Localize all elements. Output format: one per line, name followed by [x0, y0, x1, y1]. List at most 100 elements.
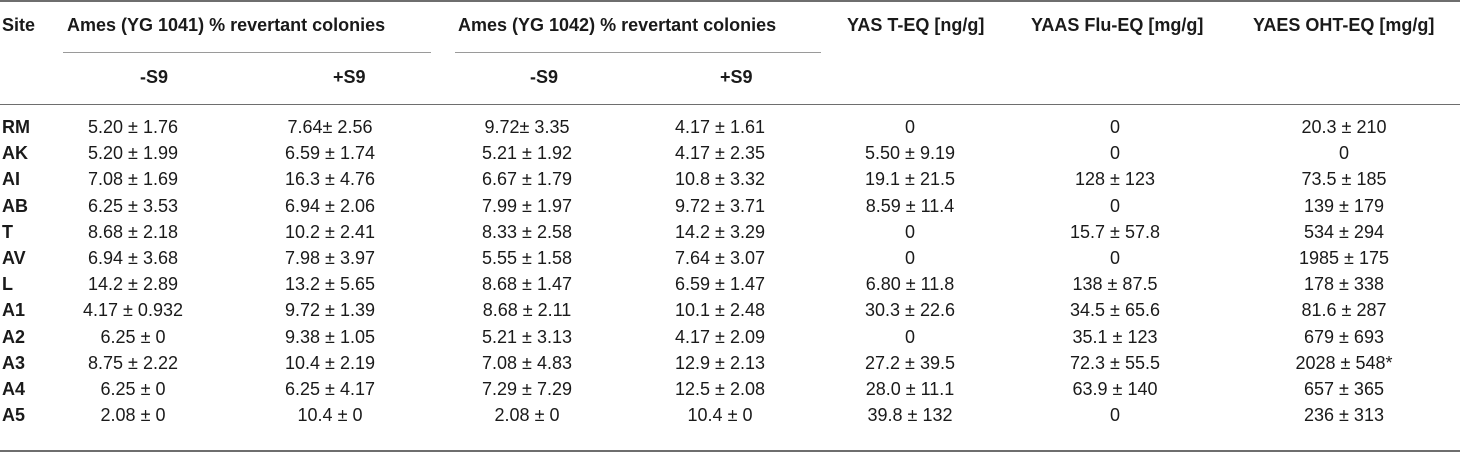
- cell-yas: 30.3 ± 22.6: [865, 300, 955, 320]
- cell-a1042-m: 7.08 ± 4.83: [482, 353, 572, 373]
- row-site-label: A1: [2, 300, 26, 320]
- cell-yas: 39.8 ± 132: [867, 405, 953, 425]
- cell-yaas: 0: [1109, 405, 1121, 425]
- row-site-label: RM: [2, 117, 30, 137]
- cell-yaas: 0: [1109, 248, 1121, 268]
- row-site-label: A2: [2, 327, 26, 347]
- row-site-label: A4: [2, 379, 26, 399]
- cell-a1042-p: 10.4 ± 0: [687, 405, 753, 425]
- cell-yaes: 657 ± 365: [1304, 379, 1384, 399]
- cell-yaas: 0: [1109, 117, 1121, 137]
- cell-yas: 6.80 ± 11.8: [865, 274, 955, 294]
- bottom-rule: [0, 450, 1460, 452]
- header-yas: YAS T-EQ [ng/g]: [847, 15, 985, 35]
- cell-yas: 0: [904, 327, 916, 347]
- cell-a1041-p: 16.3 ± 4.76: [285, 169, 375, 189]
- header-ames-1042: Ames (YG 1042) % revertant colonies: [458, 15, 777, 35]
- cell-a1041-m: 7.08 ± 1.69: [88, 169, 178, 189]
- cell-a1041-m: 6.25 ± 3.53: [88, 196, 178, 216]
- cell-yaes: 73.5 ± 185: [1301, 169, 1387, 189]
- header-site: Site: [2, 15, 36, 35]
- cell-yaas: 0: [1109, 143, 1121, 163]
- cell-yaas: 138 ± 87.5: [1072, 274, 1158, 294]
- cell-yas: 0: [904, 248, 916, 268]
- cell-a1041-p: 6.94 ± 2.06: [285, 196, 375, 216]
- cell-a1041-p: 6.25 ± 4.17: [285, 379, 375, 399]
- cell-a1041-m: 5.20 ± 1.76: [88, 117, 178, 137]
- cell-yaes: 81.6 ± 287: [1301, 300, 1387, 320]
- cell-a1041-p: 6.59 ± 1.74: [285, 143, 375, 163]
- ames-1041-group-rule: [63, 52, 431, 53]
- cell-a1041-p: 7.98 ± 3.97: [285, 248, 375, 268]
- header-bottom-rule: [0, 104, 1460, 105]
- cell-yas: 8.59 ± 11.4: [865, 196, 955, 216]
- header-yaas: YAAS Flu-EQ [mg/g]: [1031, 15, 1204, 35]
- cell-a1042-p: 9.72 ± 3.71: [675, 196, 765, 216]
- cell-yaes: 20.3 ± 210: [1301, 117, 1387, 137]
- cell-a1042-m: 7.99 ± 1.97: [482, 196, 572, 216]
- header-1041-minus-s9: -S9: [140, 67, 169, 87]
- cell-a1042-p: 7.64 ± 3.07: [675, 248, 765, 268]
- row-site-label: L: [2, 274, 13, 294]
- cell-a1042-m: 5.21 ± 1.92: [482, 143, 572, 163]
- cell-yaas: 15.7 ± 57.8: [1070, 222, 1160, 242]
- cell-yas: 0: [904, 117, 916, 137]
- cell-yaas: 63.9 ± 140: [1072, 379, 1158, 399]
- cell-a1041-m: 6.25 ± 0: [100, 379, 166, 399]
- cell-yaes: 178 ± 338: [1304, 274, 1384, 294]
- cell-a1042-m: 8.68 ± 1.47: [482, 274, 572, 294]
- header-1042-plus-s9: +S9: [720, 67, 753, 87]
- cell-a1042-p: 4.17 ± 2.09: [675, 327, 765, 347]
- cell-a1042-m: 5.55 ± 1.58: [482, 248, 572, 268]
- cell-yaas: 128 ± 123: [1075, 169, 1155, 189]
- cell-a1042-m: 2.08 ± 0: [494, 405, 560, 425]
- cell-a1041-m: 2.08 ± 0: [100, 405, 166, 425]
- header-ames-1041: Ames (YG 1041) % revertant colonies: [67, 15, 386, 35]
- cell-yaes: 0: [1338, 143, 1350, 163]
- cell-a1042-m: 7.29 ± 7.29: [482, 379, 572, 399]
- cell-yaas: 35.1 ± 123: [1072, 327, 1158, 347]
- cell-yaes: 1985 ± 175: [1299, 248, 1389, 268]
- cell-a1041-p: 9.38 ± 1.05: [285, 327, 375, 347]
- cell-a1041-m: 8.68 ± 2.18: [88, 222, 178, 242]
- row-site-label: AK: [2, 143, 28, 163]
- header-1041-plus-s9: +S9: [333, 67, 366, 87]
- cell-yas: 28.0 ± 11.1: [865, 379, 955, 399]
- row-site-label: T: [2, 222, 13, 242]
- header-1042-minus-s9: -S9: [530, 67, 559, 87]
- cell-yas: 27.2 ± 39.5: [865, 353, 955, 373]
- cell-yaas: 34.5 ± 65.6: [1070, 300, 1160, 320]
- cell-a1041-p: 10.4 ± 0: [297, 405, 363, 425]
- cell-a1042-p: 10.1 ± 2.48: [675, 300, 765, 320]
- cell-a1042-p: 4.17 ± 2.35: [675, 143, 765, 163]
- cell-yas: 0: [904, 222, 916, 242]
- cell-a1042-p: 4.17 ± 1.61: [675, 117, 765, 137]
- cell-yaes: 534 ± 294: [1304, 222, 1384, 242]
- cell-a1042-p: 10.8 ± 3.32: [675, 169, 765, 189]
- cell-a1042-m: 5.21 ± 3.13: [482, 327, 572, 347]
- cell-yaas: 0: [1109, 196, 1121, 216]
- row-site-label: AI: [2, 169, 20, 189]
- cell-a1041-p: 13.2 ± 5.65: [285, 274, 375, 294]
- cell-yaes: 2028 ± 548*: [1295, 353, 1393, 373]
- row-site-label: AV: [2, 248, 26, 268]
- cell-a1042-m: 8.68 ± 2.11: [482, 300, 572, 320]
- cell-a1041-m: 6.25 ± 0: [100, 327, 166, 347]
- cell-a1042-p: 6.59 ± 1.47: [675, 274, 765, 294]
- top-rule: [0, 0, 1460, 2]
- row-site-label: A5: [2, 405, 26, 425]
- cell-a1041-m: 8.75 ± 2.22: [88, 353, 178, 373]
- cell-a1042-p: 12.9 ± 2.13: [675, 353, 765, 373]
- cell-yaes: 679 ± 693: [1304, 327, 1384, 347]
- cell-yas: 5.50 ± 9.19: [865, 143, 955, 163]
- cell-yaes: 236 ± 313: [1304, 405, 1384, 425]
- cell-a1041-p: 9.72 ± 1.39: [285, 300, 375, 320]
- cell-yaes: 139 ± 179: [1304, 196, 1384, 216]
- cell-a1041-p: 7.64± 2.56: [287, 117, 373, 137]
- cell-a1042-p: 14.2 ± 3.29: [675, 222, 765, 242]
- row-site-label: A3: [2, 353, 26, 373]
- cell-a1042-m: 9.72± 3.35: [484, 117, 570, 137]
- row-site-label: AB: [2, 196, 28, 216]
